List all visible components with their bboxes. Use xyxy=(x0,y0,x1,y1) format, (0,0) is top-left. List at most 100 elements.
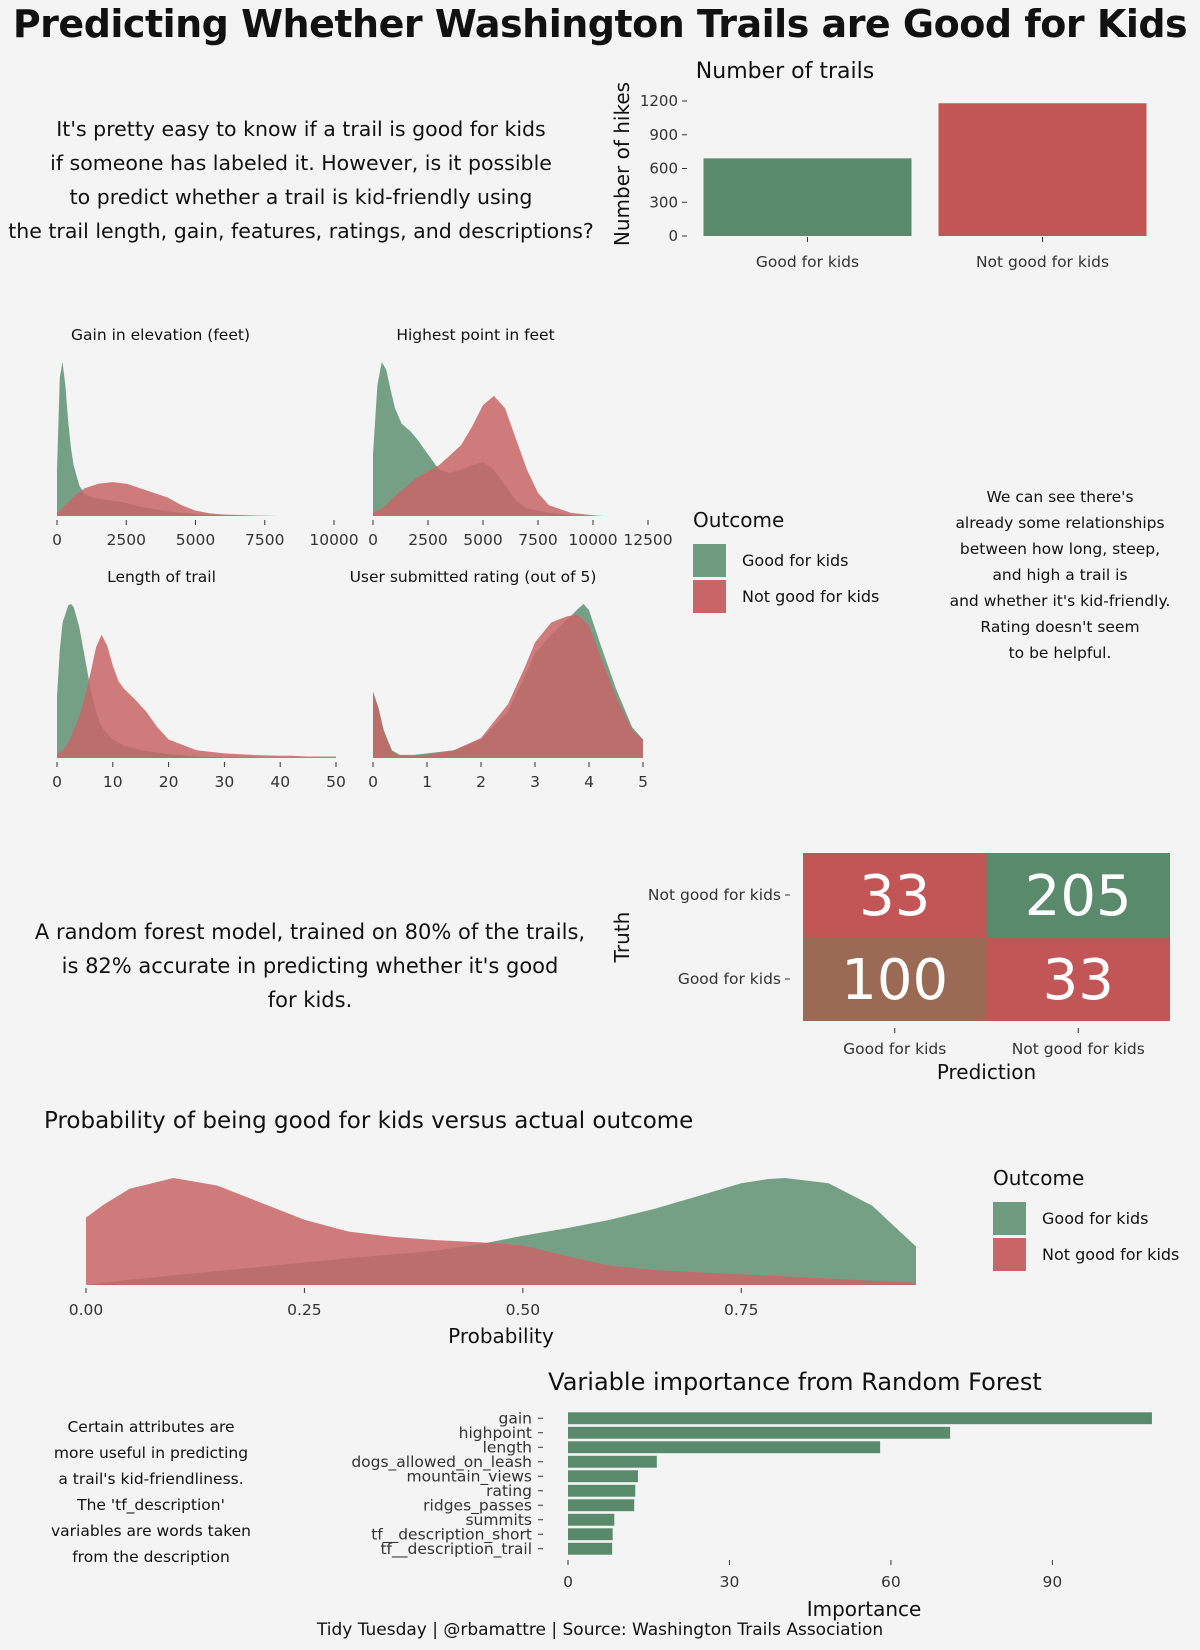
importance-bar xyxy=(568,1441,881,1454)
attributes-line: The 'tf_description' xyxy=(77,1496,225,1514)
attributes-line: variables are words taken xyxy=(51,1522,251,1540)
importance-bar xyxy=(568,1455,657,1468)
legend-title: Outcome xyxy=(693,508,785,532)
rating-x-tick-label: 1 xyxy=(422,773,432,791)
legend-label-not-good: Not good for kids xyxy=(1042,1244,1180,1264)
rating-panel-title: User submitted rating (out of 5) xyxy=(350,568,597,586)
confusion-x-tick-label: Not good for kids xyxy=(1012,1040,1145,1058)
probability-x-tick-label: 0.50 xyxy=(506,1301,541,1319)
importance-y-tick-label: length xyxy=(483,1438,532,1456)
confusion-cell-value: 33 xyxy=(1043,948,1114,1013)
count-y-tick-label: 900 xyxy=(649,126,678,144)
count-x-tick-label: Good for kids xyxy=(756,253,859,271)
relationship-line: to be helpful. xyxy=(1008,644,1112,662)
legend-swatch-good xyxy=(993,1201,1026,1235)
attributes-line: more useful in predicting xyxy=(53,1444,249,1462)
legend-label-good: Good for kids xyxy=(742,550,849,570)
legend-item-good: Good for kids xyxy=(993,1200,1179,1236)
model-line: A random forest model, trained on 80% of… xyxy=(34,920,586,944)
confusion-cell-value: 205 xyxy=(1025,864,1132,929)
length-density-not-good xyxy=(57,634,336,758)
attributes-line: from the description xyxy=(72,1548,230,1566)
highpoint-panel-title: Highest point in feet xyxy=(396,326,554,344)
model-line: for kids. xyxy=(267,988,353,1012)
length-x-tick-label: 0 xyxy=(52,773,62,791)
gain-x-tick-label: 2500 xyxy=(107,531,146,549)
intro-note: It's pretty easy to know if a trail is g… xyxy=(0,112,602,248)
confusion-cell xyxy=(803,853,987,937)
highpoint-x-tick-label: 0 xyxy=(368,531,378,549)
importance-bar xyxy=(568,1426,951,1439)
model-note: A random forest model, trained on 80% of… xyxy=(20,915,600,1017)
importance-y-tick-label: tf__description_short xyxy=(371,1525,532,1544)
count-y-tick-label: 600 xyxy=(649,160,678,178)
count-chart-title: Number of trails xyxy=(696,59,874,84)
caption: Tidy Tuesday | @rbamattre | Source: Wash… xyxy=(316,1620,884,1640)
importance-y-tick-label: ridges_passes xyxy=(423,1496,532,1515)
legend-title: Outcome xyxy=(993,1166,1085,1190)
highpoint-x-tick-label: 7500 xyxy=(518,531,557,549)
importance-x-tick-label: 0 xyxy=(563,1573,573,1591)
importance-x-tick-label: 60 xyxy=(881,1573,901,1591)
importance-y-tick-label: summits xyxy=(465,1511,532,1529)
confusion-cell-value: 33 xyxy=(859,864,930,929)
importance-bar xyxy=(568,1542,613,1555)
importance-chart-title: Variable importance from Random Forest xyxy=(548,1368,1042,1396)
importance-bar xyxy=(568,1484,636,1497)
count-y-tick-label: 300 xyxy=(649,193,678,211)
importance-bar xyxy=(568,1470,638,1483)
count-y-tick-label: 1200 xyxy=(640,92,678,110)
probability-density-not-good xyxy=(86,1178,916,1285)
relationship-line: between how long, steep, xyxy=(959,540,1161,558)
legend-item-not-good: Not good for kids xyxy=(693,578,879,614)
probability-x-axis-label: Probability xyxy=(448,1324,554,1348)
relationship-line: and whether it's kid-friendly. xyxy=(949,592,1171,610)
model-line: is 82% accurate in predicting whether it… xyxy=(61,954,559,978)
highpoint-x-tick-label: 12500 xyxy=(623,531,672,549)
confusion-y-tick-label: Not good for kids xyxy=(648,886,781,904)
rating-x-tick-label: 0 xyxy=(368,773,378,791)
density-legend: Outcome Good for kids Not good for kids xyxy=(693,508,879,614)
importance-x-axis-label: Importance xyxy=(807,1597,922,1621)
confusion-y-tick-label: Good for kids xyxy=(678,970,781,988)
importance-bar xyxy=(568,1513,615,1526)
attributes-line: a trail's kid-friendliness. xyxy=(58,1470,244,1488)
confusion-y-axis-label: Truth xyxy=(610,912,634,964)
highpoint-x-tick-label: 10000 xyxy=(568,531,617,549)
importance-bar xyxy=(568,1528,613,1541)
legend-item-not-good: Not good for kids xyxy=(993,1236,1179,1272)
probability-x-tick-label: 0.75 xyxy=(724,1301,759,1319)
rating-x-tick-label: 2 xyxy=(476,773,486,791)
intro-line: It's pretty easy to know if a trail is g… xyxy=(56,117,546,141)
count-x-tick-label: Not good for kids xyxy=(976,253,1109,271)
highpoint-x-tick-label: 5000 xyxy=(463,531,502,549)
legend-swatch-good xyxy=(693,543,726,577)
intro-line: the trail length, gain, features, rating… xyxy=(8,219,594,243)
legend-label-not-good: Not good for kids xyxy=(742,586,880,606)
count-bar xyxy=(703,158,912,236)
intro-line: if someone has labeled it. However, is i… xyxy=(50,151,552,175)
importance-y-tick-label: dogs_allowed_on_leash xyxy=(351,1453,532,1472)
confusion-x-tick-label: Good for kids xyxy=(843,1040,946,1058)
length-x-tick-label: 30 xyxy=(215,773,235,791)
intro-line: to predict whether a trail is kid-friend… xyxy=(69,185,533,209)
confusion-x-axis-label: Prediction xyxy=(937,1060,1036,1084)
relationship-line: Rating doesn't seem xyxy=(980,618,1140,636)
gain-density-not-good xyxy=(57,482,279,516)
rating-density-not-good xyxy=(373,614,643,758)
confusion-cell xyxy=(986,853,1170,937)
importance-bar xyxy=(568,1499,635,1512)
confusion-cell xyxy=(986,937,1170,1021)
length-x-tick-label: 50 xyxy=(326,773,346,791)
gain-x-tick-label: 10000 xyxy=(309,531,358,549)
relationship-line: already some relationships xyxy=(955,514,1165,532)
length-x-tick-label: 20 xyxy=(159,773,179,791)
importance-y-tick-label: gain xyxy=(499,1409,532,1427)
rating-x-tick-label: 3 xyxy=(530,773,540,791)
importance-y-tick-label: rating xyxy=(486,1482,532,1500)
length-x-tick-label: 40 xyxy=(270,773,290,791)
relationship-line: We can see there's xyxy=(986,488,1134,506)
importance-y-tick-label: tf__description_trail xyxy=(380,1540,532,1559)
gain-x-tick-label: 7500 xyxy=(245,531,284,549)
